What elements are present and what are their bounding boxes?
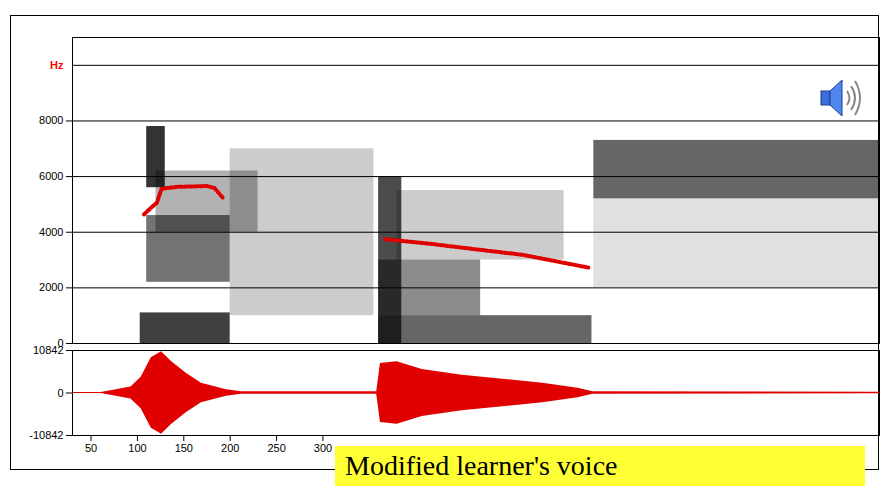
svg-text:6000: 6000 <box>39 170 63 182</box>
svg-text:100: 100 <box>128 442 146 454</box>
svg-text:10842: 10842 <box>33 344 64 356</box>
svg-text:200: 200 <box>221 442 239 454</box>
svg-text:8000: 8000 <box>39 114 63 126</box>
svg-text:0: 0 <box>57 387 63 399</box>
svg-text:-10842: -10842 <box>29 429 63 441</box>
svg-text:150: 150 <box>175 442 193 454</box>
svg-text:50: 50 <box>85 442 97 454</box>
svg-text:0: 0 <box>57 337 64 349</box>
svg-text:300: 300 <box>314 442 332 454</box>
svg-text:250: 250 <box>267 442 285 454</box>
html-text:Modified learner's voice: Modified learner's voice <box>345 450 618 481</box>
svg-text:4000: 4000 <box>39 226 63 238</box>
svg-text:Hz: Hz <box>50 59 64 71</box>
svg-text:2000: 2000 <box>39 281 63 293</box>
